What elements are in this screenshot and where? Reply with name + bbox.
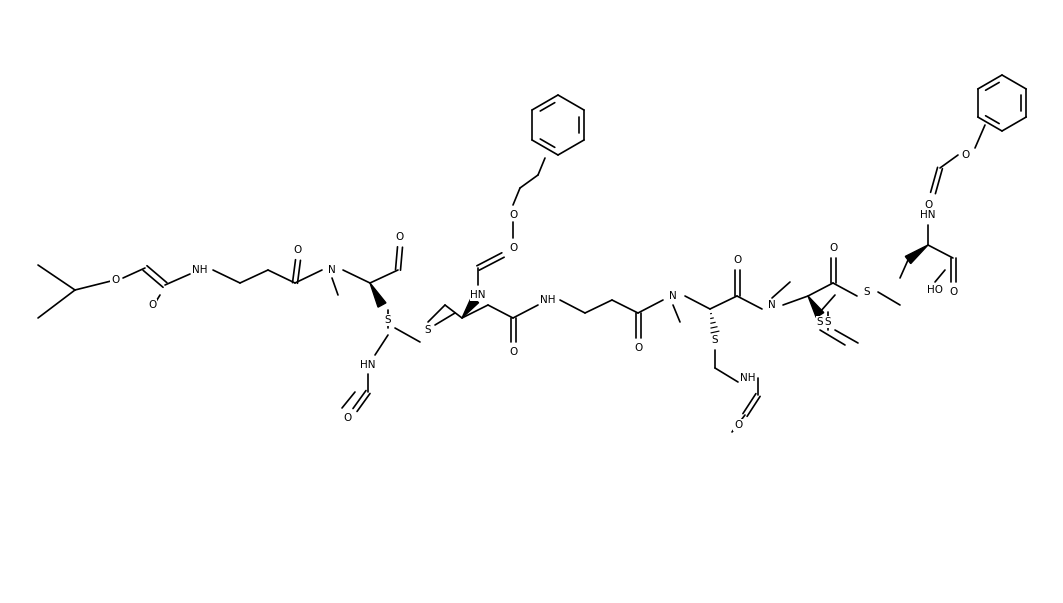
Text: O: O [343,413,352,423]
Text: N: N [328,265,336,275]
Text: O: O [949,287,957,297]
Text: S: S [385,315,391,325]
Text: NH: NH [740,373,756,383]
Polygon shape [906,245,928,264]
Text: N: N [669,291,677,301]
Text: O: O [733,420,742,430]
Text: N: N [769,300,776,310]
Text: O: O [732,255,741,265]
Text: S: S [863,287,871,297]
Text: HN: HN [921,210,935,220]
Text: NH: NH [540,295,556,305]
Text: S: S [816,317,824,327]
Text: O: O [829,243,838,253]
Text: O: O [634,343,642,353]
Text: O: O [924,200,932,210]
Text: O: O [111,275,119,285]
Text: O: O [509,347,517,357]
Text: O: O [509,243,517,253]
Text: HN: HN [470,290,486,300]
Text: S: S [712,335,719,345]
Text: O: O [395,232,404,242]
Text: NH: NH [192,265,207,275]
Polygon shape [370,283,386,307]
Text: O: O [961,150,969,160]
Text: HN: HN [360,360,375,370]
Text: S: S [425,325,432,335]
Polygon shape [808,296,824,317]
Text: S: S [825,317,831,327]
Text: HO: HO [927,285,943,295]
Text: O: O [293,245,302,255]
Text: O: O [509,210,517,220]
Text: O: O [148,300,156,310]
Polygon shape [462,297,478,318]
